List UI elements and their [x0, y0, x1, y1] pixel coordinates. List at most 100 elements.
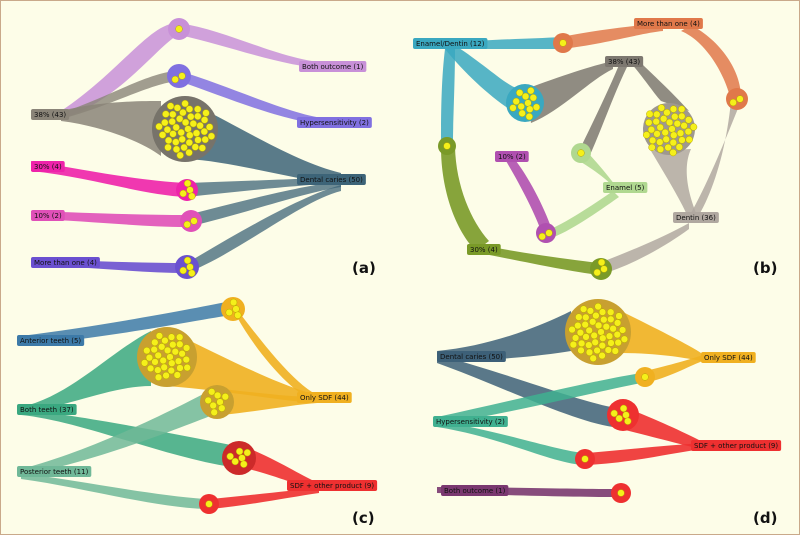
case-dot [607, 308, 615, 316]
link-hyper-yhub [437, 373, 641, 425]
case-dot [187, 113, 195, 121]
node-label-text: Enamel/Dentin (12) [416, 40, 485, 48]
dot-cluster [617, 489, 625, 497]
node-label-text: Both outcome (1) [302, 63, 364, 71]
node-label: 30% (4) [467, 244, 501, 255]
case-dot [598, 308, 607, 316]
case-dot [210, 408, 218, 416]
case-dot [656, 145, 665, 153]
case-dot [207, 132, 216, 140]
node-label-box [433, 416, 508, 427]
case-dot [673, 120, 681, 128]
case-dot [571, 334, 580, 342]
case-dot [164, 136, 173, 145]
case-dot [208, 388, 216, 396]
node-label-text: Hypersensitivity (2) [436, 418, 505, 426]
dot-cluster [226, 447, 251, 468]
dot-cluster [179, 256, 196, 277]
case-dot [569, 340, 578, 349]
case-dot [188, 192, 196, 200]
case-dot [685, 135, 693, 144]
dot-cluster [577, 149, 585, 157]
case-dot [179, 266, 187, 275]
node-label: Only SDF (44) [297, 392, 352, 403]
link-30-greenhub [479, 245, 599, 275]
case-dot [559, 39, 567, 47]
case-dot [169, 130, 177, 138]
case-dot [524, 99, 532, 107]
node-label-box [437, 351, 506, 362]
link-bighub-dentin [651, 149, 697, 215]
case-dot [607, 339, 615, 347]
dot-cluster [642, 104, 698, 157]
node-label-text: Dental caries (50) [300, 176, 363, 184]
node-label-text: Both teeth (37) [20, 406, 74, 414]
case-dot [527, 87, 535, 95]
node-label-box [17, 404, 77, 415]
case-dot [180, 143, 188, 152]
case-dot [678, 136, 686, 144]
case-dot [178, 72, 186, 80]
link-yhub-only [645, 355, 703, 383]
case-dot [154, 366, 162, 374]
case-dot [231, 457, 239, 466]
link-38-bighub [631, 63, 689, 111]
node-label-text: SDF + other product (9) [694, 442, 778, 450]
link-10-hub [31, 211, 187, 227]
case-dot [171, 75, 179, 84]
case-dot [216, 398, 224, 406]
case-dot [171, 348, 179, 356]
case-dot [516, 89, 524, 97]
dot-cluster [443, 142, 451, 150]
case-dot [183, 220, 191, 229]
link-yhub-only [221, 389, 317, 415]
node-label: Both outcome (1) [441, 485, 509, 496]
node-label: 30% (4) [31, 161, 65, 172]
case-dot [597, 328, 605, 336]
case-dot [198, 144, 206, 152]
case-dot [647, 126, 656, 134]
node-label-text: Both outcome (1) [444, 487, 506, 495]
case-dot [660, 115, 668, 123]
case-dot [166, 353, 174, 361]
case-dot [182, 344, 191, 352]
case-dot [169, 110, 177, 119]
case-dot [589, 354, 597, 362]
dot-cluster [610, 404, 632, 425]
case-dot [186, 263, 194, 271]
case-dot [615, 312, 623, 320]
node-label-box [634, 18, 703, 29]
case-dot [581, 320, 589, 329]
case-dot [684, 127, 692, 136]
case-dot [585, 348, 594, 356]
link-hub-more [561, 23, 663, 49]
dot-cluster [568, 302, 629, 362]
case-dot [592, 311, 600, 320]
node-label-text: 38% (43) [608, 58, 640, 66]
case-dot [646, 110, 654, 118]
case-dot [205, 500, 213, 508]
case-dot [226, 452, 234, 461]
case-dot [591, 338, 599, 346]
case-dot [172, 145, 181, 153]
node-label-text: Only SDF (44) [704, 354, 753, 362]
case-dot [670, 131, 678, 139]
case-dot [213, 391, 222, 400]
link-enamel-hub10 [546, 191, 619, 239]
link-bighub-caries [186, 101, 341, 185]
case-dot [163, 126, 172, 134]
dot-cluster [183, 217, 198, 229]
case-dot [598, 341, 606, 350]
case-dot [619, 404, 628, 413]
node-label: Dental caries (50) [297, 174, 366, 185]
case-dot [178, 135, 186, 143]
case-dot [671, 113, 679, 121]
link-greenhub-dentin [599, 223, 689, 275]
link-lowhub-sdf [211, 487, 319, 509]
node-label-box [691, 440, 782, 451]
case-dot [155, 122, 163, 131]
case-dot [243, 449, 251, 457]
case-dot [653, 130, 661, 138]
dot-cluster [641, 373, 649, 381]
dot-cluster [729, 95, 744, 107]
